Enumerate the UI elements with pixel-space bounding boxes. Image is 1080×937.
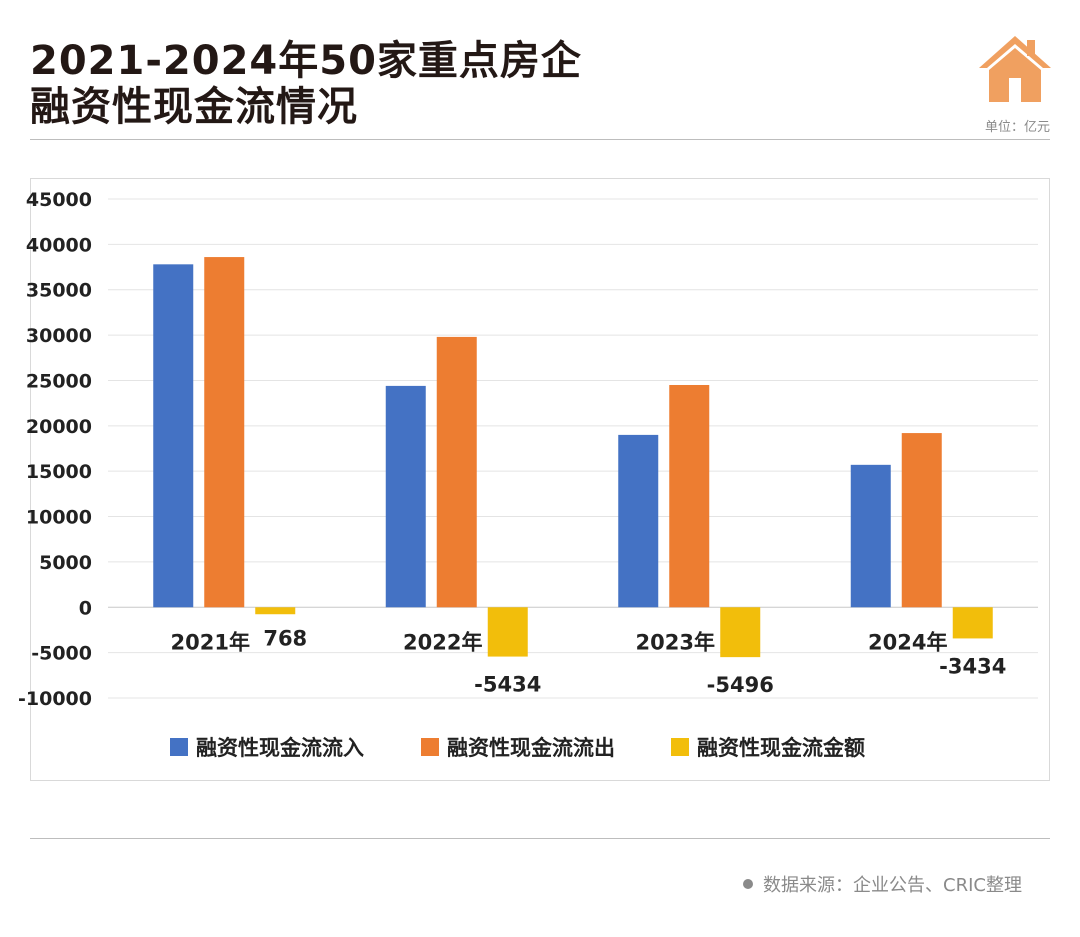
y-tick-label: 5000 [39, 552, 92, 574]
y-tick-label: 45000 [26, 189, 92, 211]
net-data-label: -3434 [939, 654, 1006, 678]
bar-3-2023年 [720, 607, 761, 658]
dot-icon [743, 879, 754, 889]
chart-title-line1: 2021-2024年50家重点房企 [30, 38, 582, 84]
legend-label: 融资性现金流流入 [196, 736, 364, 760]
bar-3-2022年 [487, 607, 528, 657]
source-note: 数据来源：企业公告、CRIC整理 [743, 871, 1022, 897]
bar-2-2022年 [436, 336, 477, 608]
y-tick-label: 0 [79, 597, 92, 619]
bar-1-2024年 [850, 464, 891, 608]
y-tick-label: 20000 [26, 416, 92, 438]
y-tick-label: 10000 [26, 507, 92, 529]
y-tick-label: 25000 [26, 370, 92, 392]
net-data-label: 768 [263, 626, 307, 650]
footer-divider [30, 838, 1050, 839]
x-category-label: 2024年 [868, 630, 947, 654]
bar-2-2024年 [901, 433, 942, 608]
legend-swatch [170, 738, 188, 756]
bar-3-2021年 [255, 607, 296, 615]
bar-1-2022年 [385, 385, 426, 608]
bar-1-2023年 [618, 434, 659, 608]
y-tick-label: -10000 [18, 688, 92, 710]
y-tick-label: 35000 [26, 280, 92, 302]
net-data-label: -5496 [707, 673, 774, 697]
legend-label: 融资性现金流流出 [447, 736, 615, 760]
chart-frame [30, 178, 1050, 781]
legend-label: 融资性现金流金额 [697, 736, 865, 760]
bar-2-2023年 [669, 384, 710, 608]
legend-swatch [671, 738, 689, 756]
x-category-label: 2022年 [403, 630, 482, 654]
y-tick-label: 15000 [26, 461, 92, 483]
bar-2-2021年 [204, 257, 245, 608]
y-tick-label: 30000 [26, 325, 92, 347]
title-divider [30, 139, 1050, 140]
y-tick-label: 40000 [26, 234, 92, 256]
chart-title: 2021-2024年50家重点房企 融资性现金流情况 [30, 38, 582, 130]
legend-swatch [421, 738, 439, 756]
bar-1-2021年 [153, 264, 194, 608]
x-category-label: 2023年 [636, 630, 715, 654]
y-tick-label: -5000 [31, 643, 92, 665]
x-category-label: 2021年 [171, 630, 250, 654]
bar-3-2024年 [952, 607, 993, 639]
net-data-label: -5434 [474, 673, 541, 697]
chart-title-line2: 融资性现金流情况 [30, 84, 358, 130]
house-icon [979, 36, 1051, 102]
unit-label: 单位：亿元 [984, 120, 1050, 135]
source-label: 数据来源：企业公告、CRIC整理 [763, 875, 1022, 896]
